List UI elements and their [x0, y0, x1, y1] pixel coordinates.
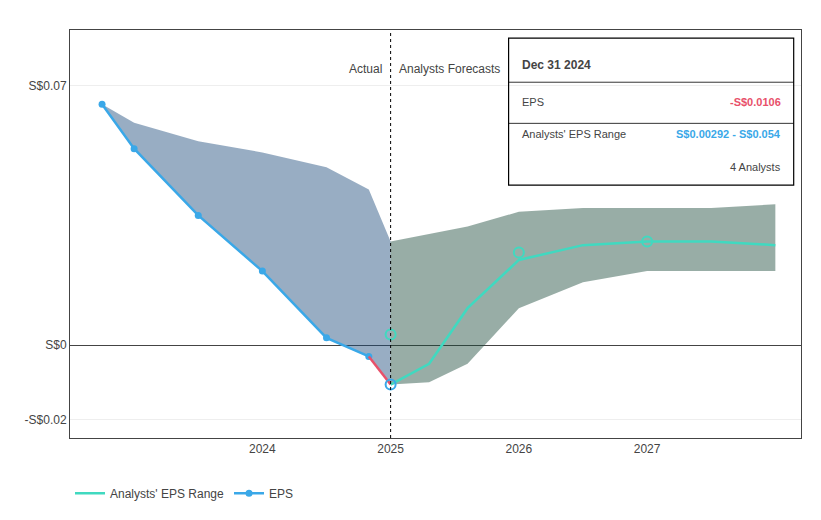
- svg-text:Actual: Actual: [349, 62, 382, 76]
- svg-text:2026: 2026: [506, 442, 533, 456]
- svg-text:S$0.00292 - S$0.054: S$0.00292 - S$0.054: [676, 128, 781, 140]
- svg-text:2024: 2024: [249, 442, 276, 456]
- svg-text:Analysts Forecasts: Analysts Forecasts: [399, 62, 500, 76]
- svg-text:S$0: S$0: [45, 338, 67, 352]
- svg-text:-S$0.02: -S$0.02: [25, 413, 67, 427]
- svg-text:4 Analysts: 4 Analysts: [730, 161, 781, 173]
- svg-text:Analysts' EPS Range: Analysts' EPS Range: [522, 128, 626, 140]
- svg-text:Analysts' EPS Range: Analysts' EPS Range: [110, 487, 224, 501]
- svg-text:2027: 2027: [634, 442, 661, 456]
- svg-text:EPS: EPS: [522, 96, 544, 108]
- svg-text:2025: 2025: [377, 442, 404, 456]
- svg-text:-S$0.0106: -S$0.0106: [730, 96, 781, 108]
- svg-text:EPS: EPS: [269, 487, 293, 501]
- svg-text:Dec 31 2024: Dec 31 2024: [522, 58, 591, 72]
- svg-text:S$0.07: S$0.07: [29, 79, 67, 93]
